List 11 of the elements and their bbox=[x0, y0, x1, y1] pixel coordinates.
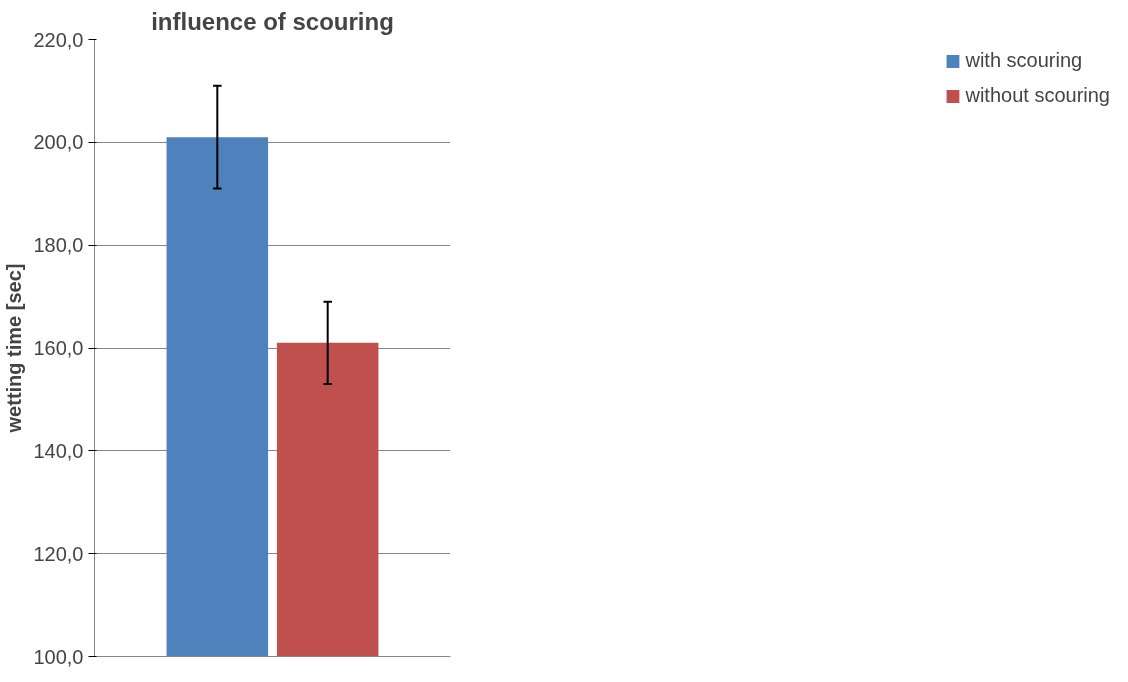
y-tick-label: 180,0 bbox=[33, 234, 84, 257]
y-tick-label: 160,0 bbox=[33, 337, 84, 359]
y-tick-label: 140,0 bbox=[33, 439, 84, 462]
y-tick-label: 220,0 bbox=[33, 28, 84, 51]
chart-title: influence of scouring bbox=[151, 7, 394, 35]
y-axis-title: wetting time [sec] bbox=[3, 263, 26, 434]
y-tick-label: 100,0 bbox=[33, 645, 84, 668]
legend-label: with scouring bbox=[965, 49, 1083, 72]
y-tick-label: 120,0 bbox=[33, 542, 84, 565]
y-tick-label: 200,0 bbox=[33, 131, 84, 154]
legend-label: without scouring bbox=[965, 84, 1110, 107]
